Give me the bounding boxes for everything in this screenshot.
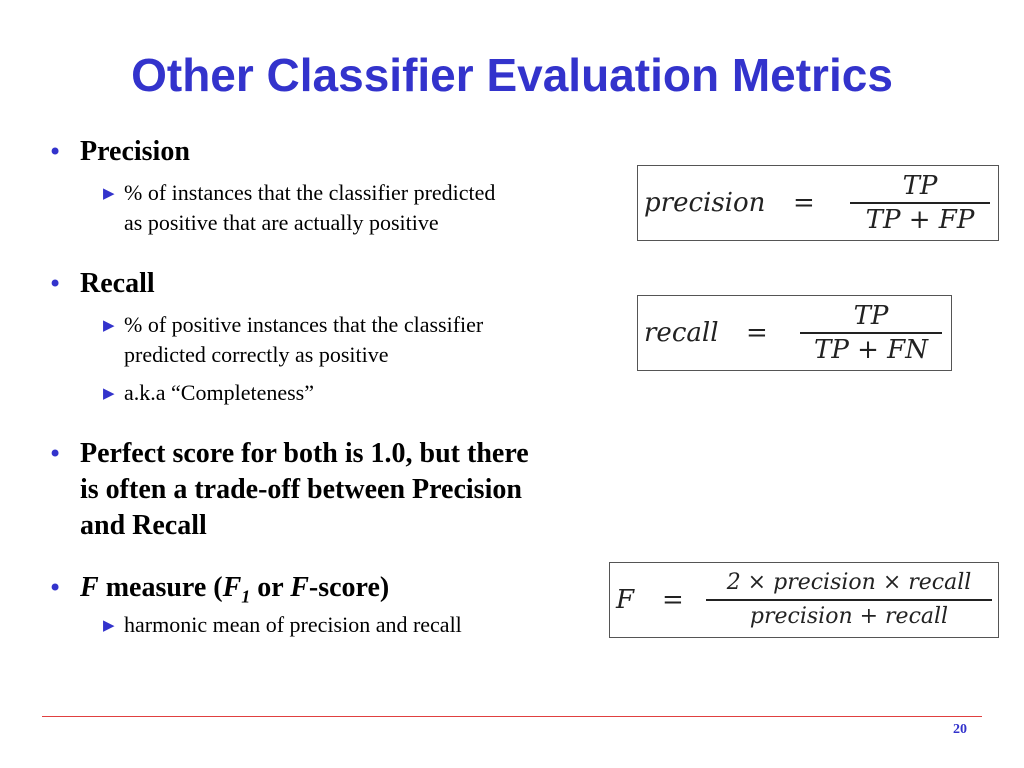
formula-lhs: F bbox=[616, 585, 635, 615]
formula-fraction: 2 × precision × recall precision + recal… bbox=[706, 567, 992, 633]
formula-denominator: TP + FN bbox=[814, 334, 928, 365]
slide-title: Other Classifier Evaluation Metrics bbox=[131, 49, 893, 101]
fraction-bar bbox=[850, 202, 990, 204]
fraction-bar bbox=[706, 599, 992, 601]
sub-bullet-recall-aka: ▶ a.k.a “Completeness” bbox=[103, 378, 314, 408]
fraction-bar bbox=[800, 332, 942, 334]
bullet-label: Precision bbox=[80, 136, 190, 167]
bullet-f-measure: • F measure (F1 or F-score) bbox=[48, 570, 389, 615]
triangle-right-icon: ▶ bbox=[103, 616, 115, 634]
formula-fraction: TP TP + FP bbox=[850, 170, 990, 236]
sub-bullet-line: predicted correctly as positive bbox=[124, 342, 389, 367]
formula-numerator: 2 × precision × recall bbox=[726, 570, 972, 596]
page-number: 20 bbox=[953, 722, 967, 737]
bullet-label: Recall bbox=[80, 268, 155, 299]
f1-symbol: F bbox=[222, 572, 242, 603]
triangle-right-icon: ▶ bbox=[103, 384, 115, 402]
formula-numerator: TP bbox=[902, 171, 938, 202]
sub-bullet-f-def: ▶ harmonic mean of precision and recall bbox=[103, 610, 462, 640]
sub-bullet-line: % of instances that the classifier predi… bbox=[124, 180, 496, 205]
bullet-perfect-score: • Perfect score for both is 1.0, but the… bbox=[48, 436, 529, 544]
sub-bullet-precision-def: ▶ % of instances that the classifier pre… bbox=[103, 178, 495, 238]
sub-bullet-line: as positive that are actually positive bbox=[124, 210, 439, 235]
fscore-symbol: F bbox=[290, 572, 309, 603]
formula-numerator: TP bbox=[853, 301, 889, 332]
bullet-label: F measure (F1 or F-score) bbox=[80, 570, 389, 615]
formula-equals: = bbox=[793, 188, 815, 218]
bullet-dot-icon: • bbox=[48, 270, 63, 298]
footer-divider bbox=[42, 716, 982, 717]
sub-bullet-line: a.k.a “Completeness” bbox=[124, 380, 314, 405]
f-formula: F = 2 × precision × recall precision + r… bbox=[609, 562, 999, 638]
recall-formula: recall = TP TP + FN bbox=[637, 295, 952, 371]
bullet-precision: • Precision bbox=[48, 134, 190, 170]
formula-denominator: TP + FP bbox=[865, 204, 975, 235]
formula-lhs: recall bbox=[644, 318, 719, 348]
formula-fraction: TP TP + FN bbox=[800, 300, 942, 366]
bullet-dot-icon: • bbox=[48, 138, 63, 166]
sub-bullet-line: harmonic mean of precision and recall bbox=[124, 612, 462, 637]
bullet-recall: • Recall bbox=[48, 266, 155, 302]
bullet-line: Perfect score for both is 1.0, but there bbox=[80, 438, 529, 469]
formula-equals: = bbox=[662, 585, 684, 615]
f-symbol: F bbox=[80, 572, 99, 603]
formula-equals: = bbox=[746, 318, 768, 348]
bullet-line: and Recall bbox=[80, 510, 207, 541]
formula-denominator: precision + recall bbox=[749, 603, 949, 629]
sub-bullet-recall-def: ▶ % of positive instances that the class… bbox=[103, 310, 483, 370]
bullet-dot-icon: • bbox=[48, 440, 63, 468]
f1-subscript: 1 bbox=[241, 586, 251, 607]
precision-formula: precision = TP TP + FP bbox=[637, 165, 999, 241]
measure-text: measure ( bbox=[98, 572, 223, 603]
score-text: -score) bbox=[308, 572, 390, 603]
triangle-right-icon: ▶ bbox=[103, 184, 115, 202]
formula-lhs: precision bbox=[644, 188, 766, 218]
triangle-right-icon: ▶ bbox=[103, 316, 115, 334]
sub-bullet-line: % of positive instances that the classif… bbox=[124, 312, 484, 337]
bullet-line: is often a trade-off between Precision bbox=[80, 474, 522, 505]
bullet-dot-icon: • bbox=[48, 574, 63, 602]
or-text: or bbox=[250, 572, 291, 603]
